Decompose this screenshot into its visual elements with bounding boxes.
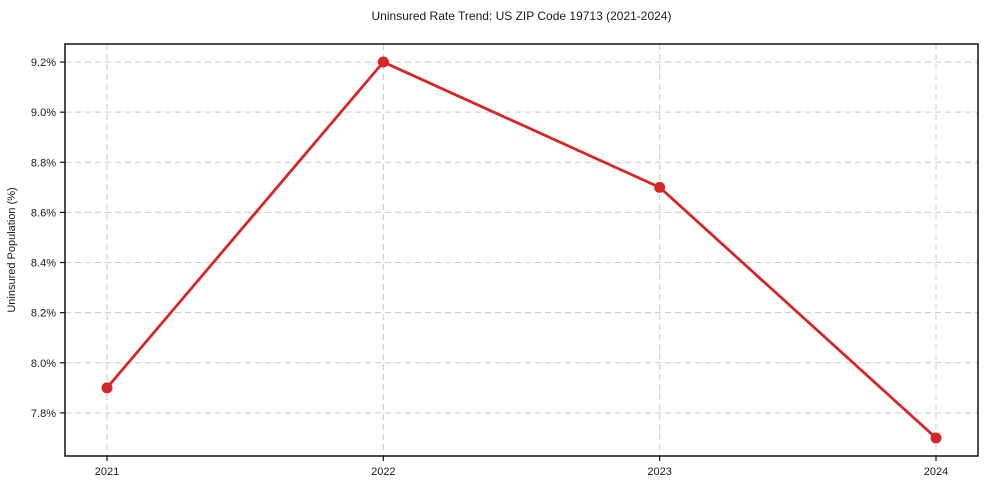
data-point: [377, 56, 389, 68]
data-point: [930, 432, 942, 444]
x-tick-label: 2024: [924, 466, 948, 478]
grid-layer: [65, 44, 978, 456]
x-tick-label: 2022: [371, 466, 395, 478]
y-tick-label: 8.6%: [31, 207, 56, 219]
data-series-layer: [101, 56, 942, 444]
x-tick-label: 2023: [647, 466, 671, 478]
y-tick-label: 8.8%: [31, 157, 56, 169]
chart-title: Uninsured Rate Trend: US ZIP Code 19713 …: [371, 9, 672, 23]
y-tick-label: 9.2%: [31, 57, 56, 69]
y-tick-label: 8.0%: [31, 358, 56, 370]
y-axis-label: Uninsured Population (%): [6, 187, 18, 312]
tick-label-layer: 7.8% 8.0% 8.2% 8.4% 8.6% 8.8% 9.0% 9.2% 2021 2022…: [31, 57, 948, 478]
y-tick-label: 8.2%: [31, 308, 56, 320]
y-tick-label: 9.0%: [31, 107, 56, 119]
plot-frame: [64, 43, 979, 457]
y-tick-label: 8.4%: [31, 258, 56, 270]
y-tick-label: 7.8%: [31, 408, 56, 420]
data-point: [101, 382, 113, 394]
x-tick-label: 2021: [95, 466, 119, 478]
data-point: [654, 181, 666, 193]
axis-layer: [60, 43, 979, 461]
trend-line: [105, 60, 938, 440]
